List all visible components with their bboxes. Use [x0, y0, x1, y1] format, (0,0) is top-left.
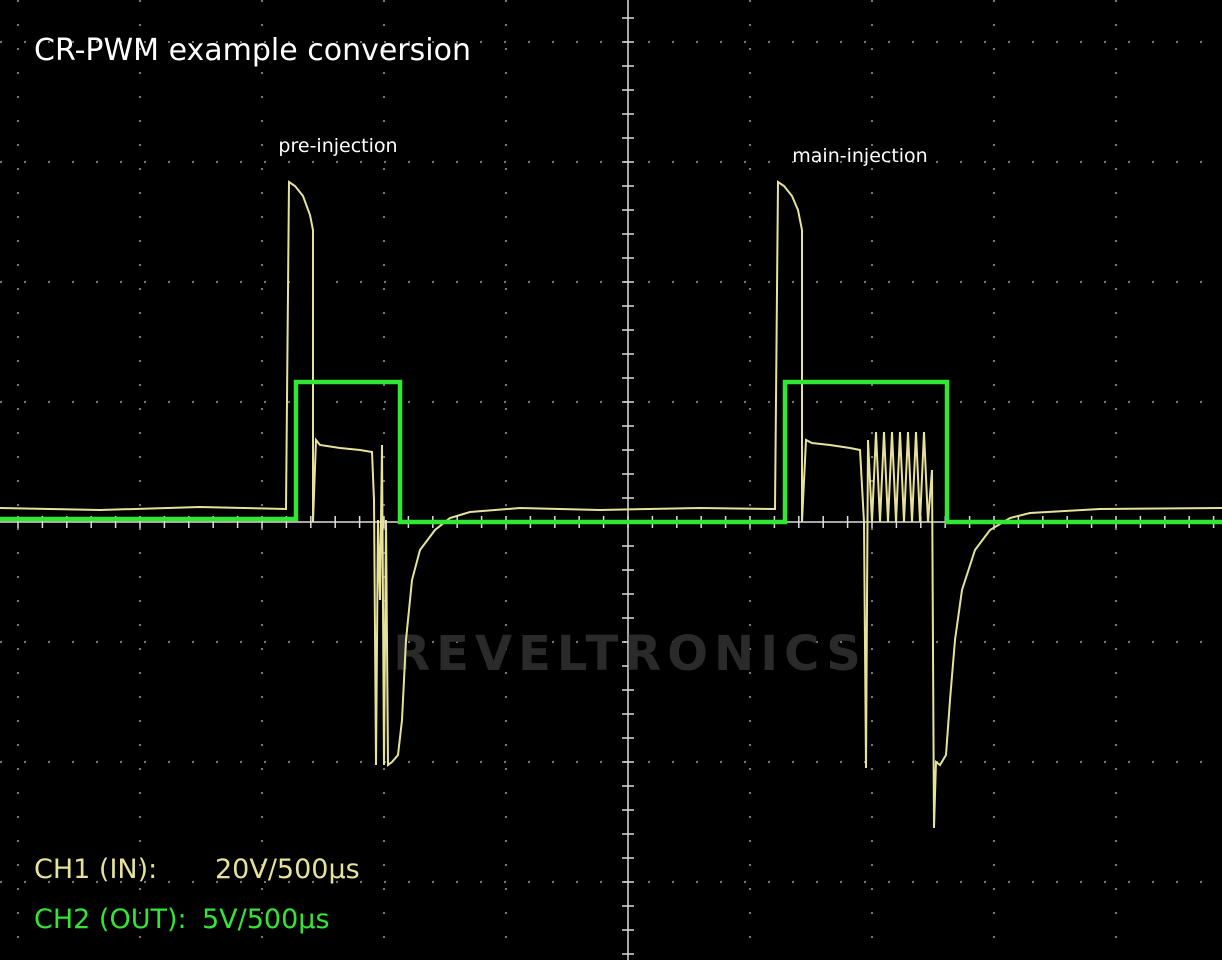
channel-label: CH2 (OUT):: [34, 904, 187, 935]
channel-scale: 5V/500µs: [202, 904, 330, 935]
screen-background: [0, 0, 1222, 960]
title: CR-PWM example conversion: [34, 33, 471, 68]
watermark: REVELTRONICS: [393, 626, 867, 682]
scope-screen: REVELTRONICS CR-PWM example conversion p…: [0, 0, 1222, 960]
annotation: pre-injection: [278, 135, 397, 157]
annotation: main-injection: [792, 145, 927, 167]
channel-label: CH1 (IN):: [34, 854, 157, 885]
page: REVELTRONICS CR-PWM example conversion p…: [0, 0, 1222, 960]
channel-scale: 20V/500µs: [215, 854, 360, 885]
